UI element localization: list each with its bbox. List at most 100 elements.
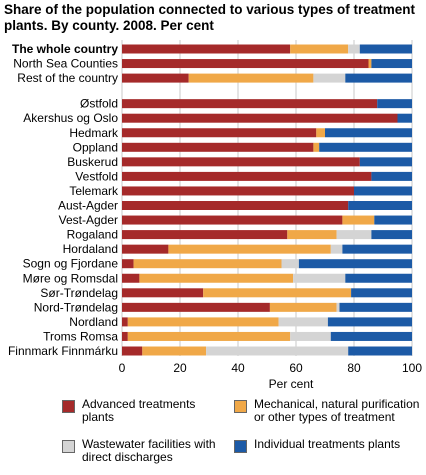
legend-item-individual: Individual treatments plants bbox=[234, 438, 404, 453]
bar-segment bbox=[188, 73, 314, 83]
bar-segment bbox=[133, 259, 282, 269]
bar-segment bbox=[122, 317, 128, 327]
bar-segment bbox=[122, 44, 291, 54]
bar-segment bbox=[374, 215, 412, 225]
category-label: Rest of the country bbox=[17, 71, 118, 85]
bar-segment bbox=[122, 128, 317, 138]
bar-segment bbox=[345, 273, 412, 283]
category-label: Sogn og Fjordane bbox=[23, 257, 119, 271]
category-label: Sør-Trøndelag bbox=[40, 286, 118, 300]
bar-segment bbox=[127, 331, 291, 341]
legend-item-advanced: Advanced treatments plants bbox=[62, 398, 212, 424]
legend-item-direct-discharges: Wastewater facilities with direct discha… bbox=[62, 438, 222, 464]
x-tick-label: 40 bbox=[231, 361, 245, 375]
category-label: Møre og Romsdal bbox=[23, 271, 118, 285]
bar-segment bbox=[203, 288, 352, 298]
bar-segment bbox=[122, 273, 140, 283]
bar-segment bbox=[122, 142, 314, 152]
bar-segment bbox=[122, 113, 398, 123]
category-label: Akershus og Oslo bbox=[23, 111, 118, 125]
bar-segment bbox=[397, 113, 412, 123]
bar-segment bbox=[342, 244, 412, 254]
bar-segment bbox=[371, 230, 412, 240]
bar-segment bbox=[348, 44, 360, 54]
category-label: Finnmark Finnmárku bbox=[8, 344, 118, 358]
bar-segment bbox=[330, 331, 412, 341]
bar-segment bbox=[345, 73, 412, 83]
bar-segment bbox=[122, 346, 143, 356]
bar-segment bbox=[342, 215, 375, 225]
category-label: Troms Romsa bbox=[43, 329, 118, 343]
bar-segment bbox=[354, 186, 412, 196]
bar-segment bbox=[351, 288, 412, 298]
bar-segment bbox=[336, 302, 340, 312]
category-label: Hedmark bbox=[69, 126, 119, 140]
category-label: Østfold bbox=[80, 97, 118, 111]
bar-segment bbox=[359, 44, 412, 54]
legend-swatch-direct-discharges bbox=[62, 440, 75, 453]
bar-segment bbox=[316, 128, 325, 138]
category-label: Aust-Agder bbox=[58, 199, 118, 213]
bar-segment bbox=[122, 99, 378, 109]
bar-segment bbox=[371, 59, 412, 69]
x-tick-label: 100 bbox=[402, 361, 422, 375]
bar-segment bbox=[281, 259, 299, 269]
bars bbox=[122, 44, 412, 356]
category-label: Vest-Agder bbox=[59, 213, 118, 227]
bar-segment bbox=[122, 302, 270, 312]
legend-item-mechanical: Mechanical, natural purification or othe… bbox=[234, 398, 424, 424]
bar-segment bbox=[287, 230, 337, 240]
category-label: Buskerud bbox=[67, 155, 118, 169]
bar-segment bbox=[298, 259, 412, 269]
bar-segment bbox=[122, 186, 354, 196]
category-label: Telemark bbox=[69, 184, 119, 198]
legend-swatch-individual bbox=[234, 440, 247, 453]
bar-segment bbox=[359, 157, 412, 167]
x-tick-label: 80 bbox=[347, 361, 361, 375]
bar-segment bbox=[127, 317, 279, 327]
bar-segment bbox=[122, 288, 204, 298]
bar-segment bbox=[325, 128, 412, 138]
category-label: Hordaland bbox=[63, 242, 118, 256]
category-label: Nordland bbox=[69, 315, 118, 329]
bar-segment bbox=[319, 142, 412, 152]
bar-segment bbox=[348, 346, 412, 356]
bar-segment bbox=[122, 331, 128, 341]
bar-segment bbox=[339, 302, 412, 312]
bar-segment bbox=[122, 230, 288, 240]
bar-segment bbox=[348, 201, 412, 210]
category-label: Oppland bbox=[73, 140, 118, 154]
bar-segment bbox=[327, 317, 412, 327]
legend-swatch-advanced bbox=[62, 400, 75, 413]
chart-title: Share of the population connected to var… bbox=[4, 2, 416, 33]
x-tick-label: 60 bbox=[289, 361, 303, 375]
bar-segment bbox=[122, 73, 189, 83]
bar-segment bbox=[313, 73, 346, 83]
bar-segment bbox=[122, 215, 343, 225]
bar-segment bbox=[377, 99, 412, 109]
bar-segment bbox=[122, 244, 169, 254]
bar-segment bbox=[330, 244, 343, 254]
bar-segment bbox=[122, 59, 369, 69]
bar-segment bbox=[269, 302, 337, 312]
bar-segment bbox=[142, 346, 207, 356]
legend-swatch-mechanical bbox=[234, 400, 247, 413]
x-axis-label: Per cent bbox=[269, 377, 314, 391]
legend-label-advanced: Advanced treatments plants bbox=[82, 397, 196, 424]
bar-segment bbox=[122, 201, 349, 210]
bar-segment bbox=[368, 59, 372, 69]
bar-segment bbox=[290, 44, 349, 54]
bar-segment bbox=[313, 142, 320, 152]
legend-label-direct-discharges: Wastewater facilities with direct discha… bbox=[82, 437, 216, 464]
bar-segment bbox=[139, 273, 294, 283]
category-label: Nord-Trøndelag bbox=[34, 300, 118, 314]
x-tick-label: 20 bbox=[173, 361, 187, 375]
legend-label-individual: Individual treatments plants bbox=[254, 437, 401, 451]
x-tick-label: 0 bbox=[119, 361, 126, 375]
category-label: Vestfold bbox=[75, 169, 118, 183]
category-label: The whole country bbox=[12, 42, 118, 56]
bar-segment bbox=[293, 273, 346, 283]
bar-segment bbox=[206, 346, 349, 356]
